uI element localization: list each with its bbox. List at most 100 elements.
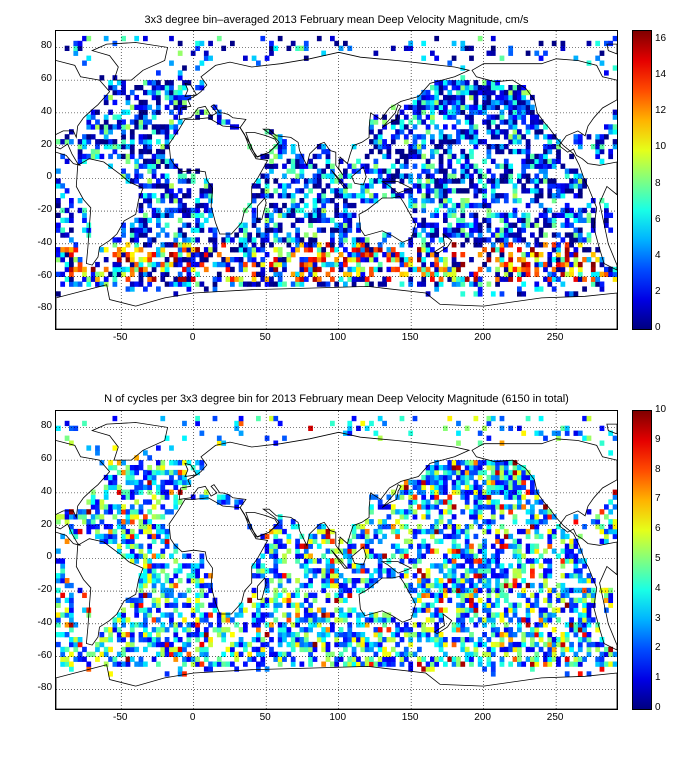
bin-cell xyxy=(73,656,79,662)
bin-cell xyxy=(503,573,509,579)
bin-cell xyxy=(547,656,553,662)
bin-cell xyxy=(530,198,535,204)
bin-cell xyxy=(286,193,292,199)
bin-cell xyxy=(290,207,296,214)
colorbar-tick-label: 4 xyxy=(655,249,661,261)
bin-cell xyxy=(382,183,387,189)
bin-cell xyxy=(490,85,496,91)
bin-cell xyxy=(173,469,179,476)
bin-cell xyxy=(521,266,527,273)
bin-cell xyxy=(338,592,344,599)
bin-cell xyxy=(425,183,431,189)
bin-cell xyxy=(456,440,461,446)
bin-cell xyxy=(60,656,66,662)
bin-cell xyxy=(369,504,374,510)
bin-cell xyxy=(499,568,505,574)
bin-cell xyxy=(321,193,327,199)
bin-cell xyxy=(525,489,531,495)
bin-cell xyxy=(121,139,126,145)
bin-cell xyxy=(412,499,418,505)
bin-cell xyxy=(299,207,305,214)
bin-cell xyxy=(543,607,548,613)
bin-cell xyxy=(577,271,583,278)
bin-cell xyxy=(321,632,327,638)
bin-cell xyxy=(69,514,74,520)
bin-cell xyxy=(473,479,479,486)
bin-cell xyxy=(456,232,461,238)
bin-cell xyxy=(382,276,387,282)
bin-cell xyxy=(173,104,179,111)
bin-cell xyxy=(321,198,327,204)
bin-cell xyxy=(69,198,74,204)
bin-cell xyxy=(534,656,540,662)
bin-cell xyxy=(138,207,144,214)
bin-cell xyxy=(69,247,74,253)
bin-cell xyxy=(469,587,474,594)
bin-cell xyxy=(556,266,561,273)
bin-cell xyxy=(64,607,70,613)
bin-cell xyxy=(125,632,131,638)
bin-cell xyxy=(412,533,418,540)
bin-cell xyxy=(177,568,183,574)
bin-cell xyxy=(438,484,444,491)
bin-cell xyxy=(286,168,292,174)
bin-cell xyxy=(321,578,327,584)
bin-cell xyxy=(477,578,483,584)
bin-cell xyxy=(421,499,427,505)
bin-cell xyxy=(495,271,500,278)
bin-cell xyxy=(77,257,83,263)
bin-cell xyxy=(556,637,561,643)
bin-cell xyxy=(490,543,496,549)
bin-cell xyxy=(121,651,126,658)
bin-cell xyxy=(129,533,135,540)
bin-cell xyxy=(512,538,518,545)
y-tick-label: -80 xyxy=(37,302,52,314)
bin-cell xyxy=(482,425,487,432)
bin-cell xyxy=(604,266,609,273)
bin-cell xyxy=(499,217,505,224)
bin-cell xyxy=(438,474,444,481)
bin-cell xyxy=(412,183,418,189)
bin-cell xyxy=(503,129,509,135)
bin-cell xyxy=(238,247,244,253)
colorbar-tick-label: 2 xyxy=(655,642,661,654)
bin-cell xyxy=(121,35,126,42)
bin-cell xyxy=(386,144,392,150)
bin-cell xyxy=(447,415,453,422)
bin-cell xyxy=(156,232,161,238)
bin-cell xyxy=(460,153,466,160)
bin-cell xyxy=(334,582,340,589)
bin-cell xyxy=(369,420,374,427)
bin-cell xyxy=(151,538,157,545)
bin-cell xyxy=(321,528,327,535)
bin-cell xyxy=(147,469,153,476)
bin-cell xyxy=(321,641,327,648)
bin-cell xyxy=(473,509,479,515)
bin-cell xyxy=(143,114,148,120)
bin-cell xyxy=(399,553,405,559)
bin-cell xyxy=(490,183,496,189)
bin-cell xyxy=(143,607,148,613)
bin-cell xyxy=(473,504,479,510)
bin-cell xyxy=(443,266,448,273)
bin-cell xyxy=(556,597,561,604)
bin-cell xyxy=(560,45,566,52)
bin-cell xyxy=(234,425,240,432)
bin-cell xyxy=(321,627,327,633)
bin-cell xyxy=(129,514,135,520)
bin-cell xyxy=(169,646,174,653)
bin-cell xyxy=(177,89,183,96)
bin-cell xyxy=(369,519,374,525)
bin-cell xyxy=(373,533,379,540)
bin-cell xyxy=(330,173,335,179)
bin-cell xyxy=(212,104,218,111)
bin-cell xyxy=(464,134,470,140)
bin-cell xyxy=(129,627,135,633)
bin-cell xyxy=(512,207,518,214)
bin-cell xyxy=(303,257,309,263)
bin-cell xyxy=(147,474,153,481)
bin-cell xyxy=(495,538,500,545)
bin-cell xyxy=(134,124,140,130)
bin-cell xyxy=(412,232,418,238)
bin-cell xyxy=(177,178,183,184)
